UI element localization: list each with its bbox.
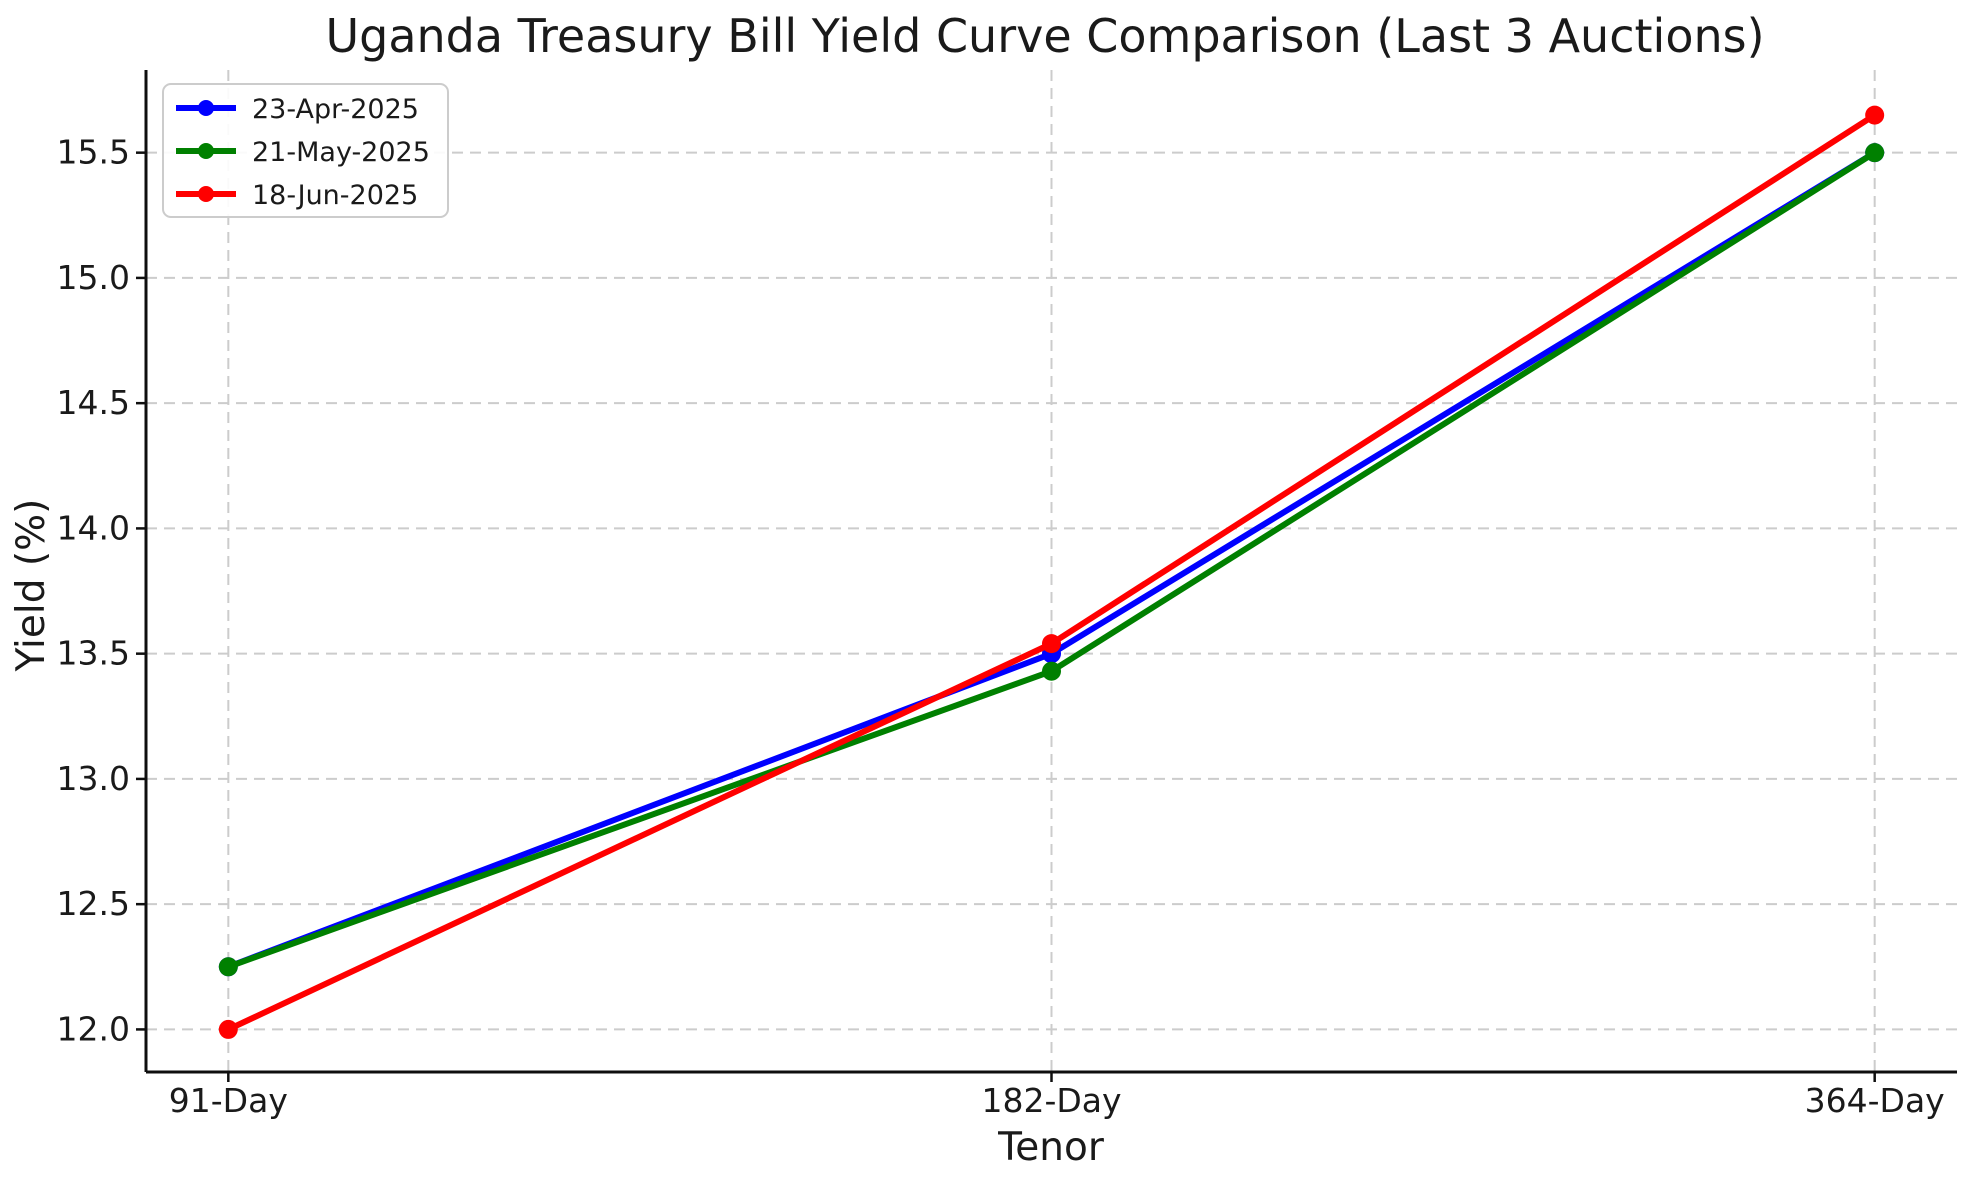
series-layer: [218, 105, 1885, 1039]
legend-label: 18-Jun-2025: [252, 180, 418, 211]
legend-label: 23-Apr-2025: [252, 94, 419, 125]
x-axis-label: Tenor: [997, 1125, 1105, 1170]
y-axis-label: Yield (%): [9, 499, 54, 673]
legend-box: [162, 83, 449, 218]
legend-item: 21-May-2025: [176, 137, 430, 168]
x-tick-label: 182-Day: [981, 1081, 1121, 1120]
y-tick-label: 13.5: [57, 634, 130, 673]
y-tick-label: 13.0: [57, 759, 130, 798]
data-point: [1042, 661, 1061, 681]
x-tick-label: 91-Day: [169, 1081, 288, 1120]
y-tick-label: 14.0: [57, 508, 130, 547]
data-point: [1865, 105, 1885, 125]
legend-swatch-marker: [198, 143, 214, 159]
y-tick-label: 15.0: [57, 258, 130, 297]
data-point: [1042, 634, 1061, 654]
axes-layer: 12.0 12.5 13.0 13.5 14.0 14.5 15.0 15.5 91-Day 18…: [57, 70, 1957, 1120]
data-point: [218, 1019, 238, 1039]
legend-swatch-marker: [198, 100, 214, 116]
y-tick-label: 12.0: [57, 1009, 130, 1048]
y-tick-label: 14.5: [57, 383, 130, 422]
legend-swatch-marker: [198, 186, 214, 202]
legend-item: 23-Apr-2025: [176, 94, 419, 125]
chart-title: Uganda Treasury Bill Yield Curve Compari…: [325, 9, 1764, 63]
y-tick-label: 12.5: [57, 884, 130, 923]
legend-item: 18-Jun-2025: [176, 180, 418, 211]
x-tick-label: 364-Day: [1805, 1081, 1945, 1120]
legend-label: 21-May-2025: [252, 137, 430, 168]
data-point: [218, 957, 238, 977]
grid-layer: [146, 70, 1957, 1072]
y-tick-label: 15.5: [57, 133, 130, 172]
data-point: [1865, 143, 1885, 163]
legend: 23-Apr-2025 21-May-2025 18-Jun-2025: [162, 83, 449, 218]
